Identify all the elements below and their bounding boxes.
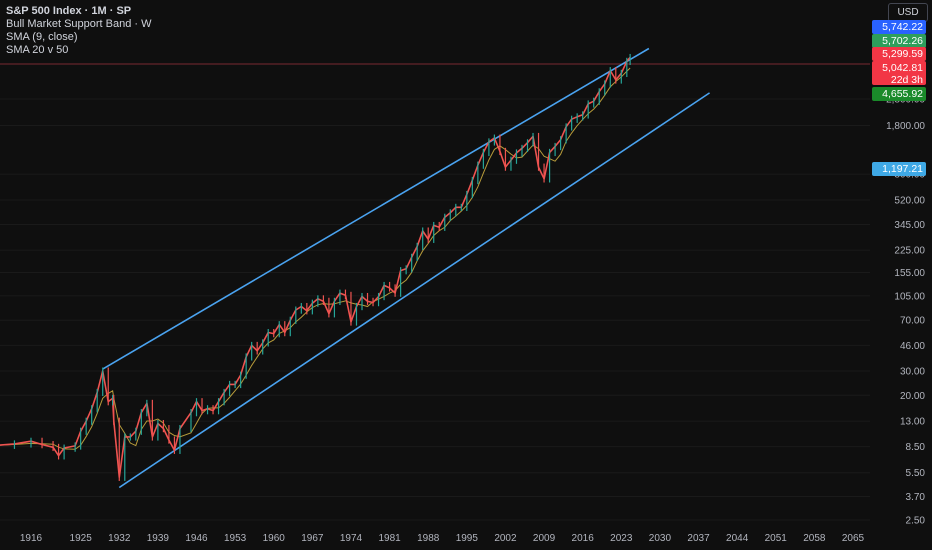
channel-lower-line[interactable] [118,92,711,489]
x-axis-tick-label: 1981 [378,533,401,544]
price-tag[interactable]: 5,299.59 [872,47,926,61]
x-axis-tick-label: 1953 [224,533,247,544]
y-axis-tick-label: 20.00 [900,391,925,402]
price-tag[interactable]: 5,042.81 22d 3h [872,61,926,85]
indicator-sma-20-50[interactable]: SMA 20 v 50 [6,44,69,56]
indicator-bull-market-band[interactable]: Bull Market Support Band · W [6,18,152,30]
y-axis-tick-label: 2.50 [906,516,926,527]
x-axis-tick-label: 1932 [108,533,131,544]
x-axis-tick-label: 2058 [803,533,826,544]
y-axis-tick-label: 30.00 [900,366,925,377]
y-axis-tick-label: 225.00 [894,246,925,257]
channel-upper-line[interactable] [102,47,650,370]
x-axis-tick-label: 1939 [147,533,170,544]
x-axis-tick-label: 1967 [301,533,324,544]
price-tag[interactable]: 5,742.22 [872,20,926,34]
x-axis-tick-label: 2044 [726,533,749,544]
y-axis-tick-label: 1,800.00 [886,121,925,132]
x-axis-tick-label: 2002 [494,533,517,544]
x-axis-tick-label: 2023 [610,533,633,544]
price-tag-countdown: 22d 3h [890,74,923,86]
x-axis-tick-label: 2009 [533,533,556,544]
price-tag[interactable]: 1,197.21 [872,162,926,176]
price-line[interactable] [0,56,631,478]
x-axis-tick-label: 2065 [842,533,865,544]
x-axis-tick-label: 2030 [649,533,672,544]
y-axis-tick-label: 105.00 [894,291,925,302]
x-axis-tick-label: 1946 [185,533,208,544]
x-axis-tick-label: 2016 [572,533,595,544]
x-axis-tick-label: 1925 [70,533,93,544]
y-axis-tick-label: 345.00 [894,220,925,231]
y-axis-tick-label: 520.00 [894,195,925,206]
price-tag[interactable]: 4,655.92 [872,87,926,101]
y-axis-tick-label: 70.00 [900,316,925,327]
y-axis-tick-label: 8.50 [906,442,926,453]
chart-legend: S&P 500 Index · 1M · SP Bull Market Supp… [6,5,152,57]
x-axis-tick-label: 1916 [20,533,43,544]
x-axis-tick-label: 2051 [765,533,788,544]
x-axis-tick-label: 2037 [687,533,710,544]
x-axis-tick-label: 1988 [417,533,440,544]
y-axis-tick-label: 46.00 [900,341,925,352]
price-tag[interactable]: 5,702.26 [872,34,926,48]
y-axis-tick-label: 155.00 [894,268,925,279]
y-axis-tick-label: 3.70 [906,492,926,503]
y-axis-tick-label: 5.50 [906,468,926,479]
symbol-title[interactable]: S&P 500 Index · 1M · SP [6,5,132,17]
indicator-sma-9[interactable]: SMA (9, close) [6,31,78,43]
x-axis-tick-label: 1974 [340,533,363,544]
x-axis-tick-label: 1995 [456,533,479,544]
x-axis-tick-label: 1960 [263,533,286,544]
y-axis-tick-label: 13.00 [900,417,925,428]
